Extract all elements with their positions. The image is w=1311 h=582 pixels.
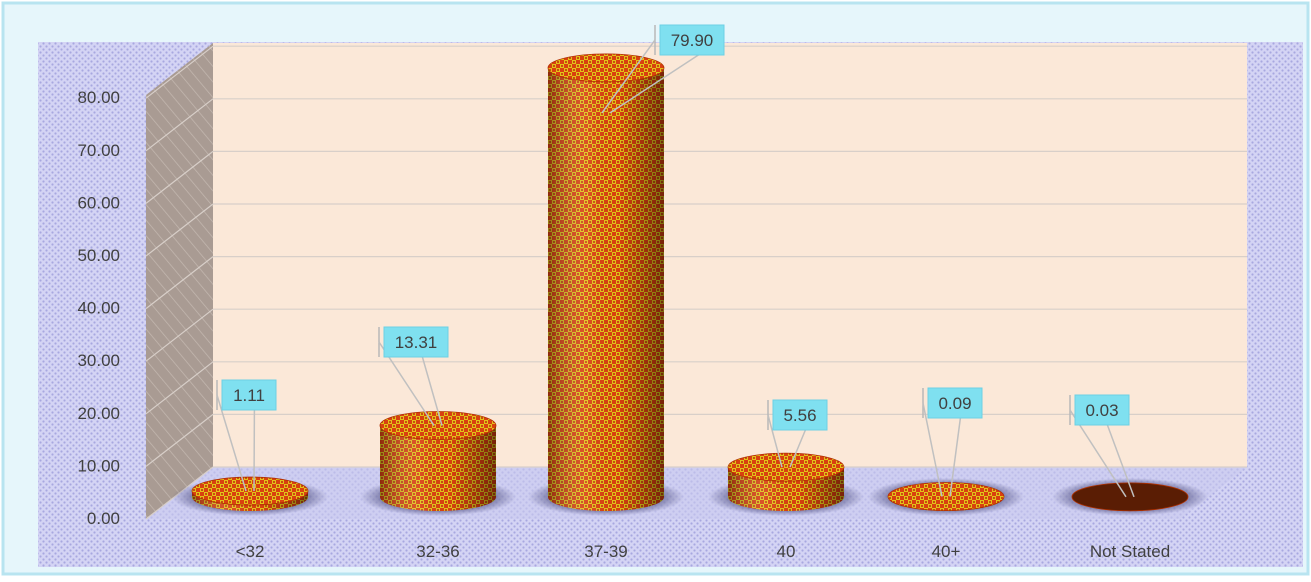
bar-top (380, 412, 496, 440)
x-tick-label: 32-36 (416, 542, 459, 561)
side-wall (146, 43, 213, 519)
y-tick-label: 10.00 (77, 456, 120, 475)
y-tick-label: 40.00 (77, 299, 120, 318)
bar-top (548, 54, 664, 82)
data-label: 0.03 (1085, 401, 1118, 420)
data-label: 0.09 (938, 394, 971, 413)
bar-top (888, 483, 1004, 511)
data-label: 79.90 (671, 31, 714, 50)
y-tick-label: 30.00 (77, 351, 120, 370)
bar-top (728, 453, 844, 481)
y-tick-label: 70.00 (77, 141, 120, 160)
x-tick-label: 37-39 (584, 542, 627, 561)
y-tick-label: 80.00 (77, 88, 120, 107)
data-label: 5.56 (783, 406, 816, 425)
x-tick-label: Not Stated (1090, 542, 1170, 561)
bar-top (192, 477, 308, 505)
bar-shading (548, 68, 664, 511)
x-tick-label: 40+ (932, 542, 961, 561)
y-axis: 0.00 10.00 20.00 30.00 40.00 50.00 60.00 70.00 8… (77, 88, 120, 528)
y-tick-label: 60.00 (77, 193, 120, 212)
y-tick-label: 50.00 (77, 246, 120, 265)
data-label: 1.11 (233, 386, 265, 405)
x-tick-label: <32 (236, 542, 265, 561)
y-tick-label: 0.00 (87, 509, 120, 528)
data-label: 13.31 (395, 333, 438, 352)
x-tick-label: 40 (777, 542, 796, 561)
y-tick-label: 20.00 (77, 404, 120, 423)
